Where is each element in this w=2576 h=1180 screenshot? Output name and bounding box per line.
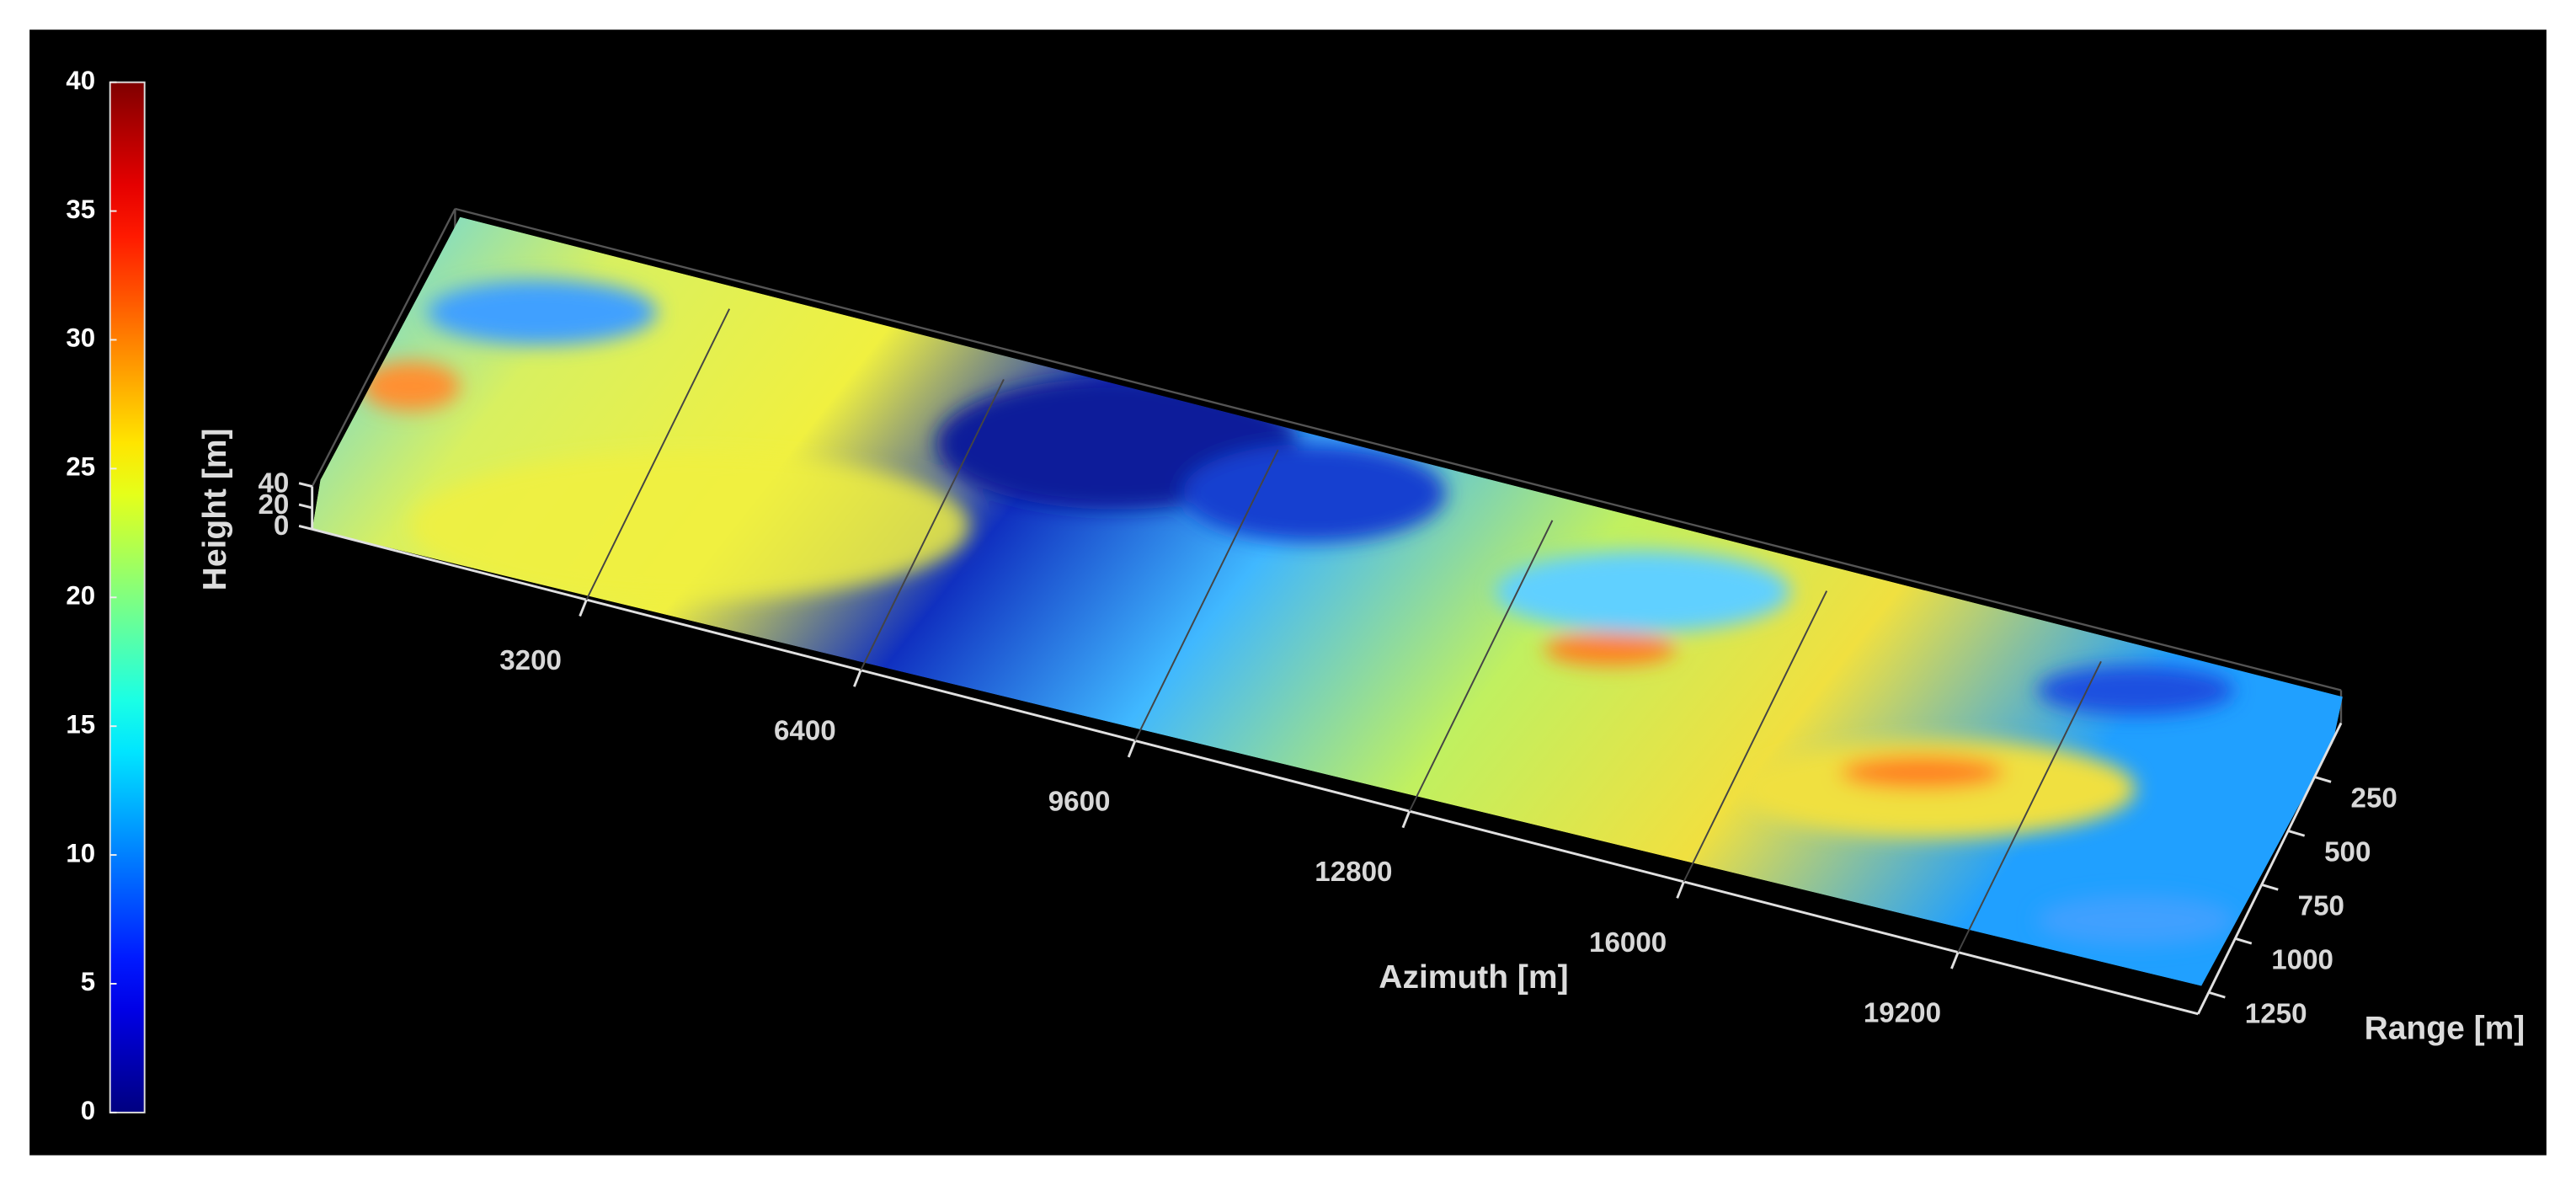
y-tick [2314,776,2332,783]
z-tick-label: 20 [258,489,289,521]
y-tick [2208,990,2226,999]
x-tick-label: 16000 [1589,927,1667,958]
x-tick [853,670,862,687]
grid-line [1408,520,1554,812]
x-tick-label: 9600 [1048,786,1111,817]
z-tick [298,524,313,531]
colorbar-tick-label: 35 [66,195,95,224]
colorbar-tick-label: 20 [66,581,95,611]
x-tick-label: 12800 [1315,857,1392,888]
y-tick [2261,883,2279,891]
y-tick-label: 250 [2351,783,2397,814]
x-tick-label: 3200 [499,645,562,676]
x-tick [1401,810,1411,829]
y-tick-label: 500 [2324,836,2371,868]
colorbar-tick-label: 0 [81,1096,95,1125]
colorbar-tick-label: 30 [66,323,95,353]
z-tick [298,503,313,510]
z-tick [298,482,313,489]
z-tick-label: 0 [274,510,289,542]
z-tick-label: 40 [258,467,289,499]
z-axis-label: Height [m] [197,429,233,591]
y-tick [2234,937,2253,945]
colorbar-tick-label: 10 [66,838,95,868]
x-axis-label: Azimuth [m] [1379,959,1568,996]
x-tick [579,599,588,617]
x-tick-label: 6400 [774,716,836,747]
x-tick [1127,740,1137,758]
x-tick-label: 19200 [1864,997,1941,1028]
colorbar-tick-label: 5 [81,967,95,996]
grid-line [860,379,1005,671]
grid-line [1134,449,1279,741]
x-tick [1950,952,1960,969]
grid-line [585,308,731,601]
x-tick [1676,881,1685,899]
y-tick-label: 750 [2298,890,2344,921]
y-axis-label: Range [m] [2365,1011,2525,1047]
y-tick-label: 1000 [2271,944,2333,975]
colorbar-tick-label: 40 [66,66,95,95]
grid-line [1957,660,2102,953]
y-tick-label: 1250 [2245,998,2307,1029]
colorbar-tick-label: 15 [66,709,95,739]
point-cloud [312,216,2343,986]
colorbar-tick-label: 25 [66,452,95,482]
y-tick [2287,830,2306,837]
grid-line [1683,590,1828,883]
